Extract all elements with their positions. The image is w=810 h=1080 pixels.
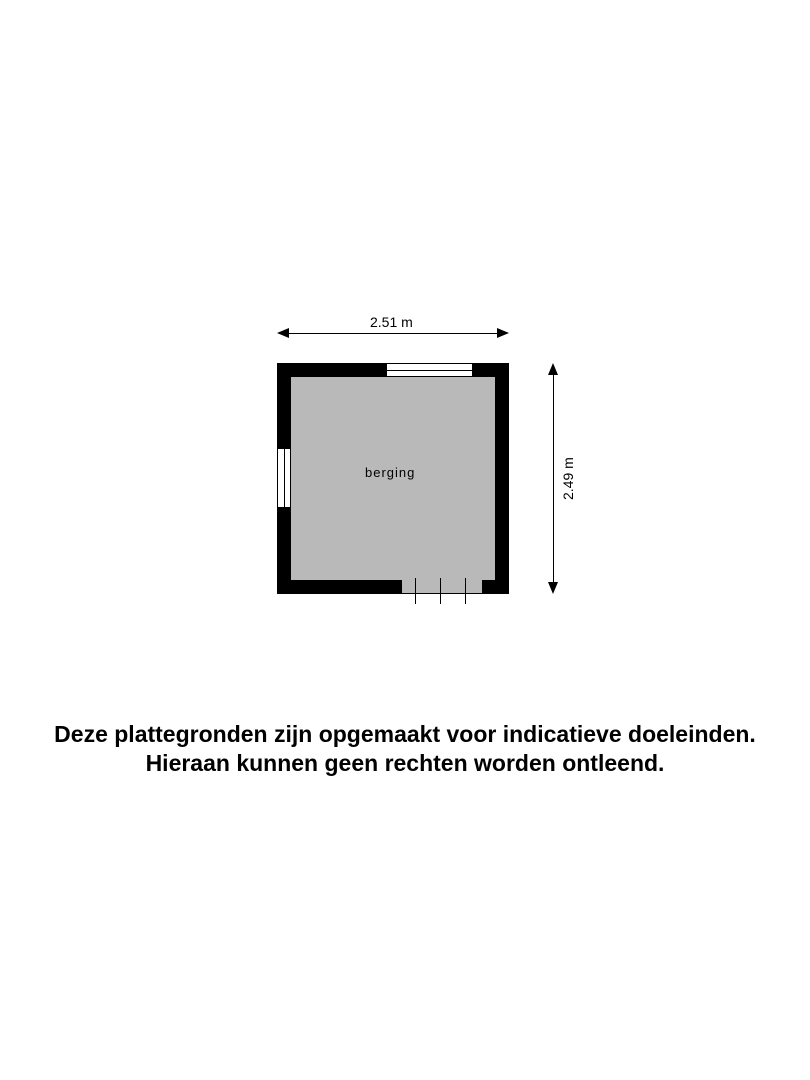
dim-arrow-right <box>497 328 509 338</box>
room-label: berging <box>365 465 415 480</box>
dim-label-width: 2.51 m <box>370 314 413 330</box>
disclaimer: Deze plattegronden zijn opgemaakt voor i… <box>0 720 810 778</box>
disclaimer-line-2: Hieraan kunnen geen rechten worden ontle… <box>146 750 665 776</box>
floorplan-canvas: 2.51 m 2.49 m berging Deze plattegronden… <box>0 0 810 1080</box>
door-tick-2 <box>440 578 441 604</box>
dim-arrow-up <box>548 363 558 375</box>
window-left-mullion <box>284 449 285 507</box>
window-top-mullion <box>387 370 472 371</box>
dim-line-width <box>283 333 503 334</box>
disclaimer-line-1: Deze plattegronden zijn opgemaakt voor i… <box>54 721 756 747</box>
dim-label-height: 2.49 m <box>560 457 576 500</box>
dim-arrow-left <box>277 328 289 338</box>
door-threshold <box>402 593 482 594</box>
door-bottom <box>402 580 482 594</box>
door-tick-3 <box>465 578 466 604</box>
door-tick-1 <box>415 578 416 604</box>
dim-arrow-down <box>548 582 558 594</box>
dim-line-height <box>553 369 554 588</box>
